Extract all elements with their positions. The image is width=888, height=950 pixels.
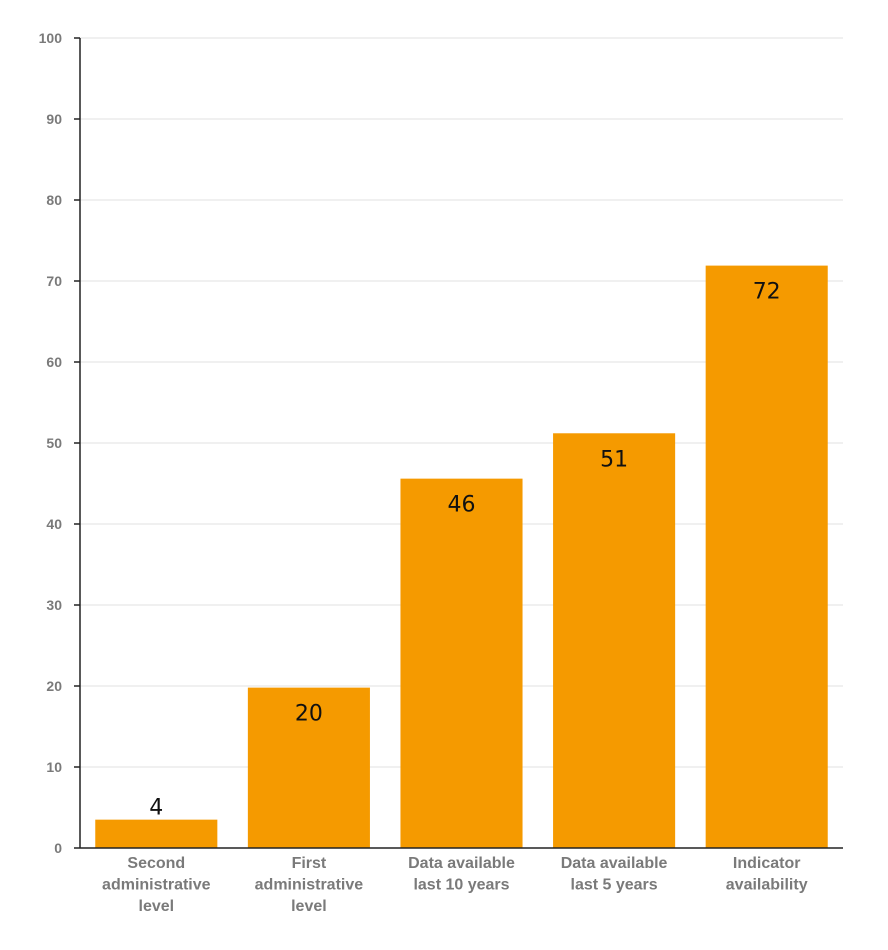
x-category-label-line: Indicator bbox=[733, 855, 801, 872]
y-tick-label: 50 bbox=[46, 435, 62, 451]
y-tick-label: 60 bbox=[46, 354, 62, 370]
x-axis-category-labels: Second administrative level First administra… bbox=[102, 855, 808, 915]
y-tick-label: 100 bbox=[39, 30, 63, 46]
y-tick-label: 80 bbox=[46, 192, 62, 208]
y-tick-label: 40 bbox=[46, 516, 62, 532]
data-labels: 4 20 46 51 72 bbox=[149, 280, 780, 821]
x-category-label-line: Second bbox=[127, 855, 185, 872]
bar bbox=[400, 478, 523, 848]
y-tick-label: 90 bbox=[46, 111, 62, 127]
y-tick-label: 20 bbox=[46, 678, 62, 694]
x-category-label-line: administrative bbox=[102, 877, 211, 894]
x-category-label-line: Data available bbox=[561, 855, 668, 872]
data-label: 72 bbox=[753, 280, 781, 305]
x-category-label-line: availability bbox=[726, 877, 808, 894]
x-category-label: First administrative level bbox=[255, 855, 364, 915]
x-category-label: Indicator availability bbox=[726, 855, 808, 894]
bar bbox=[553, 433, 676, 848]
x-category-label-line: First bbox=[292, 855, 327, 872]
data-label: 4 bbox=[149, 796, 163, 821]
y-axis-tick-labels: 0 10 20 30 40 50 60 70 80 90 100 bbox=[39, 30, 63, 856]
x-category-label-line: level bbox=[139, 898, 175, 915]
bar bbox=[247, 687, 370, 848]
data-label: 51 bbox=[600, 447, 628, 472]
x-category-label: Data available last 5 years bbox=[561, 855, 668, 894]
y-tick-label: 30 bbox=[46, 597, 62, 613]
y-tick-label: 70 bbox=[46, 273, 62, 289]
bar bbox=[705, 265, 828, 848]
y-tick-label: 10 bbox=[46, 759, 62, 775]
bar bbox=[95, 819, 218, 848]
data-label: 20 bbox=[295, 702, 323, 727]
y-tick-label: 0 bbox=[54, 840, 62, 856]
x-category-label-line: last 5 years bbox=[571, 877, 658, 894]
x-category-label: Second administrative level bbox=[102, 855, 211, 915]
x-category-label-line: level bbox=[291, 898, 327, 915]
x-category-label-line: Data available bbox=[408, 855, 515, 872]
bars bbox=[95, 265, 828, 848]
x-category-label-line: last 10 years bbox=[413, 877, 509, 894]
x-category-label: Data available last 10 years bbox=[408, 855, 515, 894]
x-category-label-line: administrative bbox=[255, 877, 364, 894]
data-label: 46 bbox=[448, 493, 476, 518]
